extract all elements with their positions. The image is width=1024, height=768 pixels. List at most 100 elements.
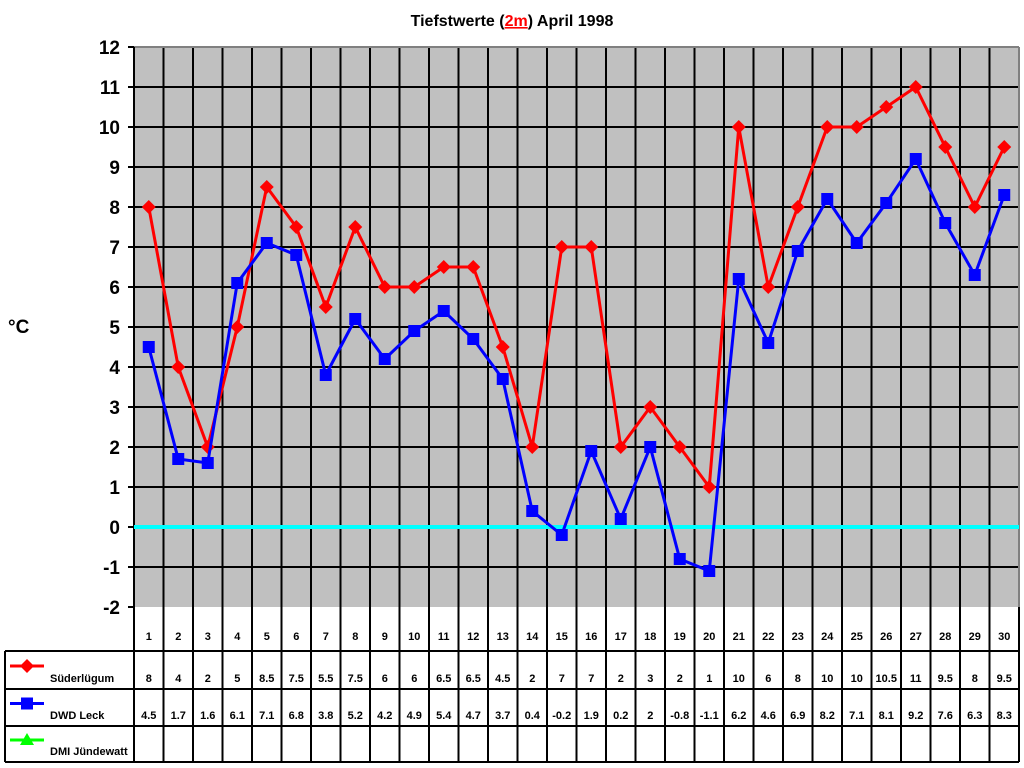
legend-square-icon: [21, 697, 33, 710]
table-cell-value: 10: [821, 673, 833, 685]
table-cell-value: 5: [234, 673, 240, 685]
y-tick-label: 4: [109, 358, 120, 379]
table-cell-value: 6.5: [466, 673, 481, 685]
data-point-marker: [850, 237, 863, 249]
data-point-marker: [554, 240, 569, 254]
category-label: 19: [674, 631, 686, 643]
data-point-marker: [703, 565, 716, 577]
category-label: 20: [703, 631, 715, 643]
category-label: 15: [556, 631, 568, 643]
y-tick-label: -1: [103, 558, 120, 579]
table-cell-value: 4: [175, 673, 182, 685]
table-cell-value: 6.2: [731, 710, 746, 722]
data-point-marker: [909, 153, 922, 165]
data-point-marker: [466, 260, 481, 274]
table-cell-value: 2: [529, 673, 535, 685]
table-cell-value: 6.8: [289, 710, 304, 722]
data-point-marker: [673, 553, 686, 565]
table-cell-value: 6: [382, 673, 388, 685]
category-label: 16: [585, 631, 597, 643]
data-point-marker: [496, 373, 509, 385]
table-cell-value: -1.1: [700, 710, 719, 722]
data-point-marker: [672, 440, 687, 454]
data-point-marker: [614, 513, 627, 525]
table-cell-value: 9.5: [997, 673, 1012, 685]
table-cell-value: 6.1: [230, 710, 245, 722]
legend-label: DMI Jündewatt: [50, 746, 128, 758]
table-cell-value: 5.4: [436, 710, 452, 722]
category-label: 22: [762, 631, 774, 643]
category-label: 30: [998, 631, 1010, 643]
chart-title-suffix: ) April 1998: [528, 13, 614, 30]
y-tick-label: 8: [109, 198, 120, 219]
table-cell-value: 3.7: [495, 710, 510, 722]
legend-triangle-icon: [20, 733, 34, 745]
data-point-marker: [260, 237, 273, 249]
data-point-marker: [731, 120, 746, 134]
table-cell-value: 1: [706, 673, 712, 685]
category-label: 24: [821, 631, 834, 643]
data-point-marker: [171, 360, 186, 374]
table-cell-value: 0.4: [525, 710, 541, 722]
y-tick-label: 11: [100, 78, 121, 99]
y-tick-label: 0: [109, 518, 120, 539]
table-cell-value: 6.5: [436, 673, 451, 685]
table-cell-value: 9.2: [908, 710, 923, 722]
data-point-marker: [761, 280, 776, 294]
data-point-marker: [407, 280, 422, 294]
data-point-marker: [201, 457, 214, 469]
category-label: 2: [175, 631, 181, 643]
grid-lines: [134, 46, 1020, 762]
y-tick-label: 9: [109, 158, 120, 179]
table-cell-value: 1.7: [171, 710, 186, 722]
category-label: 18: [644, 631, 656, 643]
y-tick-label: 7: [109, 238, 120, 259]
table-cell-value: 2: [618, 673, 624, 685]
chart-title: Tiefstwerte (2m) April 1998: [411, 13, 614, 30]
category-label: 27: [910, 631, 922, 643]
data-point-marker: [230, 320, 245, 334]
data-point-marker: [584, 240, 599, 254]
category-label: 3: [205, 631, 211, 643]
table-cell-value: 4.6: [761, 710, 776, 722]
data-point-marker: [998, 189, 1011, 201]
data-point-marker: [644, 441, 657, 453]
data-point-marker: [231, 277, 244, 289]
data-point-marker: [495, 340, 510, 354]
table-cell-value: 9.5: [938, 673, 953, 685]
y-axis-label: °C: [8, 317, 30, 338]
chart-title-prefix: Tiefstwerte (: [411, 13, 506, 30]
data-point-marker: [939, 217, 952, 229]
table-cell-value: 3.8: [318, 710, 333, 722]
data-point-marker: [997, 140, 1012, 154]
data-point-marker: [613, 440, 628, 454]
data-point-marker: [142, 341, 155, 353]
table-cell-value: 1.6: [200, 710, 215, 722]
y-tick-label: 3: [109, 398, 120, 419]
data-point-marker: [141, 200, 156, 214]
table-cell-value: 6: [411, 673, 417, 685]
table-cell-value: 4.5: [495, 673, 510, 685]
category-label: 11: [438, 631, 450, 643]
data-point-marker: [762, 337, 775, 349]
data-point-marker: [643, 400, 658, 414]
category-label: 9: [382, 631, 388, 643]
table-cell-value: 11: [910, 673, 922, 685]
table-cell-value: 6: [765, 673, 771, 685]
category-label: 14: [526, 631, 539, 643]
data-point-marker: [790, 200, 805, 214]
category-label: 13: [497, 631, 509, 643]
data-point-marker: [821, 193, 834, 205]
category-label: 21: [733, 631, 745, 643]
category-label: 1: [146, 631, 152, 643]
table-cell-value: 8.2: [820, 710, 835, 722]
data-table: 1 2 3 4 5 6 7 8 9 10 11 12 13 14 15 16 17 18 19 20 21 22 23 24 2…: [4, 607, 1020, 763]
category-label: 7: [323, 631, 329, 643]
category-label: 10: [408, 631, 420, 643]
table-cell-value: 7.6: [938, 710, 953, 722]
data-point-marker: [968, 269, 981, 281]
data-point-marker: [408, 325, 421, 337]
data-series: [134, 80, 1019, 577]
category-label: 23: [792, 631, 804, 643]
